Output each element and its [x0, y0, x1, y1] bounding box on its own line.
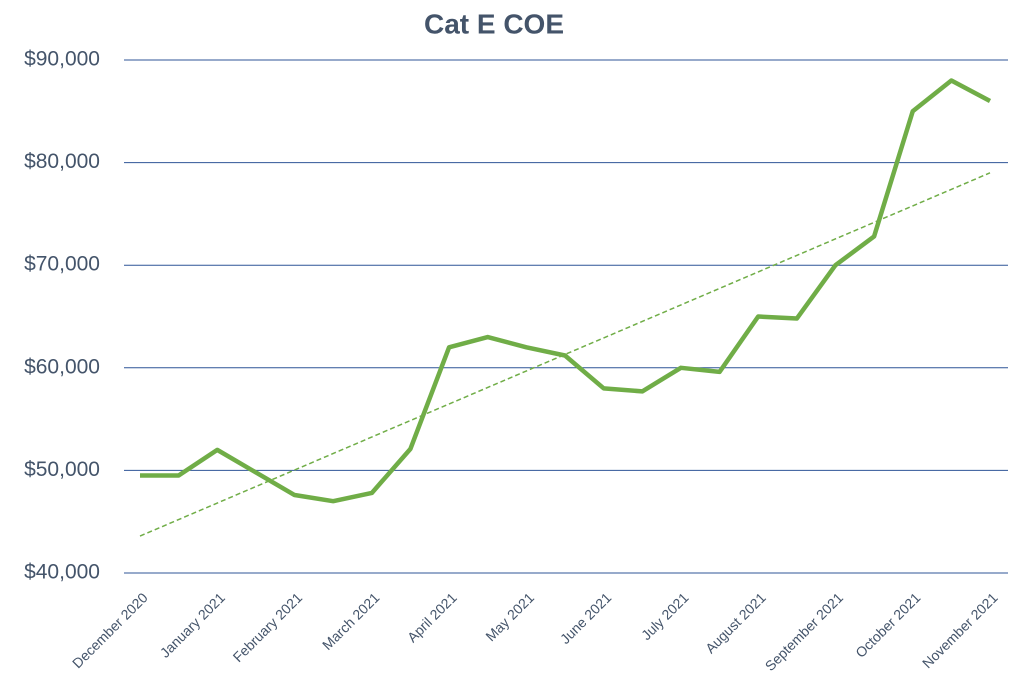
x-tick-label: September 2021 — [762, 589, 847, 674]
trendline — [139, 172, 991, 537]
y-tick-label: $80,000 — [24, 150, 100, 173]
x-tick-label: February 2021 — [230, 589, 306, 665]
x-tick-label: March 2021 — [319, 589, 383, 653]
x-tick-label: June 2021 — [557, 589, 615, 647]
x-tick-label: October 2021 — [852, 589, 923, 660]
x-tick-label: July 2021 — [638, 589, 692, 643]
x-tick-label: December 2020 — [69, 589, 151, 671]
y-tick-label: $90,000 — [24, 48, 100, 71]
x-tick-label: November 2021 — [919, 589, 1001, 671]
x-tick-label: January 2021 — [157, 589, 228, 660]
line — [140, 78, 992, 504]
y-tick-label: $60,000 — [24, 355, 100, 378]
x-tick-label: May 2021 — [482, 589, 537, 644]
y-tick-label: $50,000 — [24, 458, 100, 481]
y-tick-label: $40,000 — [24, 561, 100, 584]
chart-title: Cat E COE — [424, 8, 564, 39]
x-tick-label: August 2021 — [702, 589, 769, 656]
x-tick-label: April 2021 — [404, 589, 460, 645]
y-tick-label: $70,000 — [24, 253, 100, 276]
